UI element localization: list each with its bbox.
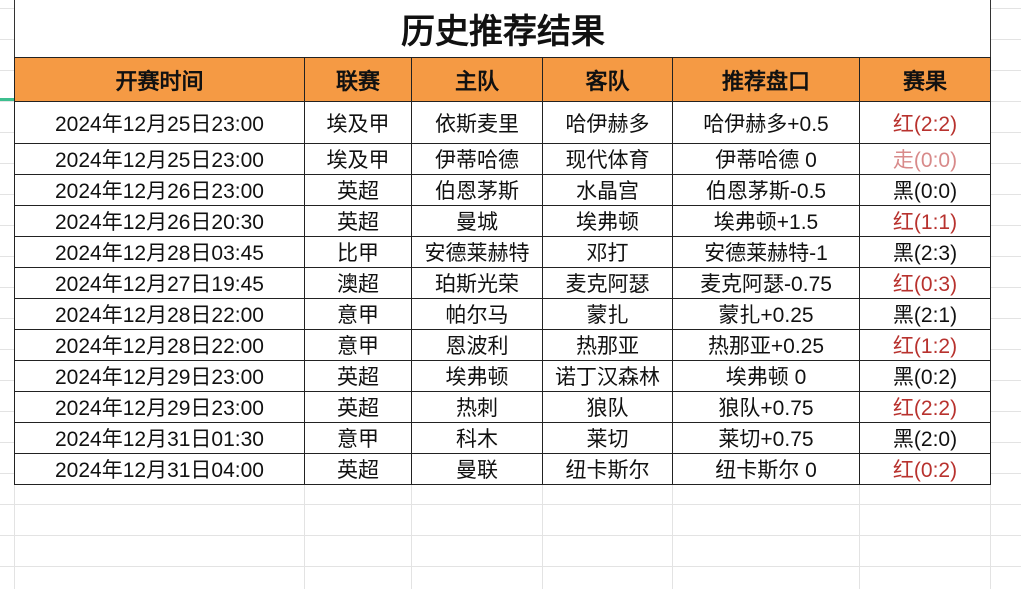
cell-away[interactable]: 蒙扎 xyxy=(542,298,673,330)
cell-league[interactable]: 意甲 xyxy=(304,298,412,330)
cell-home[interactable]: 伊蒂哈德 xyxy=(411,143,543,175)
cell-pick[interactable]: 安德莱赫特-1 xyxy=(672,236,860,268)
cell-pick[interactable]: 莱切+0.75 xyxy=(672,422,860,454)
cell-time[interactable]: 2024年12月29日23:00 xyxy=(14,360,305,392)
cell-pick[interactable]: 哈伊赫多+0.5 xyxy=(672,101,860,144)
cell-away[interactable]: 狼队 xyxy=(542,391,673,423)
cell-away[interactable]: 埃弗顿 xyxy=(542,205,673,237)
header-away[interactable]: 客队 xyxy=(542,57,673,102)
cell-pick[interactable]: 蒙扎+0.25 xyxy=(672,298,860,330)
cell-result[interactable]: 红(1:1) xyxy=(859,205,991,237)
cell-time[interactable]: 2024年12月28日03:45 xyxy=(14,236,305,268)
cell-time[interactable]: 2024年12月25日23:00 xyxy=(14,101,305,144)
cell-result[interactable]: 黑(2:0) xyxy=(859,422,991,454)
cell-league[interactable]: 英超 xyxy=(304,360,412,392)
cell-time[interactable]: 2024年12月25日23:00 xyxy=(14,143,305,175)
table-row: 2024年12月29日23:00 英超 埃弗顿 诺丁汉森林 埃弗顿 0 黑(0:2) xyxy=(14,360,991,392)
cell-pick[interactable]: 热那亚+0.25 xyxy=(672,329,860,361)
cell-time[interactable]: 2024年12月29日23:00 xyxy=(14,391,305,423)
cell-away[interactable]: 水晶宫 xyxy=(542,174,673,206)
cell-time[interactable]: 2024年12月28日22:00 xyxy=(14,298,305,330)
table-row: 2024年12月28日03:45 比甲 安德莱赫特 邓打 安德莱赫特-1 黑(2:3) xyxy=(14,236,991,268)
cell-pick[interactable]: 纽卡斯尔 0 xyxy=(672,453,860,485)
header-pick[interactable]: 推荐盘口 xyxy=(672,57,860,102)
table-row: 2024年12月26日20:30 英超 曼城 埃弗顿 埃弗顿+1.5 红(1:1) xyxy=(14,205,991,237)
header-time[interactable]: 开赛时间 xyxy=(14,57,305,102)
cell-pick[interactable]: 埃弗顿 0 xyxy=(672,360,860,392)
header-result[interactable]: 赛果 xyxy=(859,57,991,102)
cell-time[interactable]: 2024年12月26日23:00 xyxy=(14,174,305,206)
cell-away[interactable]: 纽卡斯尔 xyxy=(542,453,673,485)
cell-result[interactable]: 红(0:2) xyxy=(859,453,991,485)
cell-league[interactable]: 意甲 xyxy=(304,329,412,361)
cell-away[interactable]: 哈伊赫多 xyxy=(542,101,673,144)
cell-home[interactable]: 埃弗顿 xyxy=(411,360,543,392)
cell-home[interactable]: 依斯麦里 xyxy=(411,101,543,144)
cell-time[interactable]: 2024年12月27日19:45 xyxy=(14,267,305,299)
cell-home[interactable]: 帕尔马 xyxy=(411,298,543,330)
cell-result[interactable]: 红(2:2) xyxy=(859,101,991,144)
cell-time[interactable]: 2024年12月26日20:30 xyxy=(14,205,305,237)
cell-time[interactable]: 2024年12月31日04:00 xyxy=(14,453,305,485)
cell-result[interactable]: 黑(0:0) xyxy=(859,174,991,206)
cell-away[interactable]: 热那亚 xyxy=(542,329,673,361)
cell-away[interactable]: 邓打 xyxy=(542,236,673,268)
cell-home[interactable]: 科木 xyxy=(411,422,543,454)
table-row: 2024年12月29日23:00 英超 热刺 狼队 狼队+0.75 红(2:2) xyxy=(14,391,991,423)
cell-away[interactable]: 莱切 xyxy=(542,422,673,454)
cell-league[interactable]: 英超 xyxy=(304,453,412,485)
header-league[interactable]: 联赛 xyxy=(304,57,412,102)
table-row: 2024年12月28日22:00 意甲 恩波利 热那亚 热那亚+0.25 红(1:2) xyxy=(14,329,991,361)
cell-league[interactable]: 埃及甲 xyxy=(304,101,412,144)
cell-result[interactable]: 黑(0:2) xyxy=(859,360,991,392)
table-row: 2024年12月26日23:00 英超 伯恩茅斯 水晶宫 伯恩茅斯-0.5 黑(0:0) xyxy=(14,174,991,206)
row-marker xyxy=(0,98,14,101)
header-home[interactable]: 主队 xyxy=(411,57,543,102)
cell-league[interactable]: 意甲 xyxy=(304,422,412,454)
table-row: 2024年12月25日23:00 埃及甲 伊蒂哈德 现代体育 伊蒂哈德 0 走(0:0) xyxy=(14,143,991,175)
cell-home[interactable]: 安德莱赫特 xyxy=(411,236,543,268)
table-row: 2024年12月28日22:00 意甲 帕尔马 蒙扎 蒙扎+0.25 黑(2:1) xyxy=(14,298,991,330)
cell-league[interactable]: 埃及甲 xyxy=(304,143,412,175)
cell-league[interactable]: 澳超 xyxy=(304,267,412,299)
cell-away[interactable]: 诺丁汉森林 xyxy=(542,360,673,392)
cell-home[interactable]: 热刺 xyxy=(411,391,543,423)
divider xyxy=(990,0,991,57)
cell-home[interactable]: 珀斯光荣 xyxy=(411,267,543,299)
cell-result[interactable]: 红(1:2) xyxy=(859,329,991,361)
cell-away[interactable]: 麦克阿瑟 xyxy=(542,267,673,299)
cell-result[interactable]: 黑(2:3) xyxy=(859,236,991,268)
cell-home[interactable]: 曼城 xyxy=(411,205,543,237)
cell-home[interactable]: 曼联 xyxy=(411,453,543,485)
cell-league[interactable]: 英超 xyxy=(304,205,412,237)
cell-pick[interactable]: 麦克阿瑟-0.75 xyxy=(672,267,860,299)
table-row: 2024年12月25日23:00 埃及甲 依斯麦里 哈伊赫多 哈伊赫多+0.5 红(2:2… xyxy=(14,101,991,144)
cell-home[interactable]: 恩波利 xyxy=(411,329,543,361)
cell-result[interactable]: 走(0:0) xyxy=(859,143,991,175)
cell-away[interactable]: 现代体育 xyxy=(542,143,673,175)
page-title: 历史推荐结果 xyxy=(14,0,991,57)
cell-result[interactable]: 红(2:2) xyxy=(859,391,991,423)
cell-pick[interactable]: 伯恩茅斯-0.5 xyxy=(672,174,860,206)
table-row: 2024年12月31日04:00 英超 曼联 纽卡斯尔 纽卡斯尔 0 红(0:2) xyxy=(14,453,991,485)
cell-result[interactable]: 黑(2:1) xyxy=(859,298,991,330)
cell-pick[interactable]: 狼队+0.75 xyxy=(672,391,860,423)
cell-pick[interactable]: 埃弗顿+1.5 xyxy=(672,205,860,237)
header-row: 开赛时间 联赛 主队 客队 推荐盘口 赛果 xyxy=(14,57,991,102)
table-row: 2024年12月31日01:30 意甲 科木 莱切 莱切+0.75 黑(2:0) xyxy=(14,422,991,454)
cell-league[interactable]: 英超 xyxy=(304,174,412,206)
cell-league[interactable]: 英超 xyxy=(304,391,412,423)
cell-home[interactable]: 伯恩茅斯 xyxy=(411,174,543,206)
table-row: 2024年12月27日19:45 澳超 珀斯光荣 麦克阿瑟 麦克阿瑟-0.75 红(0:3… xyxy=(14,267,991,299)
cell-time[interactable]: 2024年12月28日22:00 xyxy=(14,329,305,361)
cell-result[interactable]: 红(0:3) xyxy=(859,267,991,299)
cell-league[interactable]: 比甲 xyxy=(304,236,412,268)
cell-time[interactable]: 2024年12月31日01:30 xyxy=(14,422,305,454)
results-table: 开赛时间 联赛 主队 客队 推荐盘口 赛果 2024年12月25日23:00 埃及… xyxy=(14,57,991,485)
cell-pick[interactable]: 伊蒂哈德 0 xyxy=(672,143,860,175)
